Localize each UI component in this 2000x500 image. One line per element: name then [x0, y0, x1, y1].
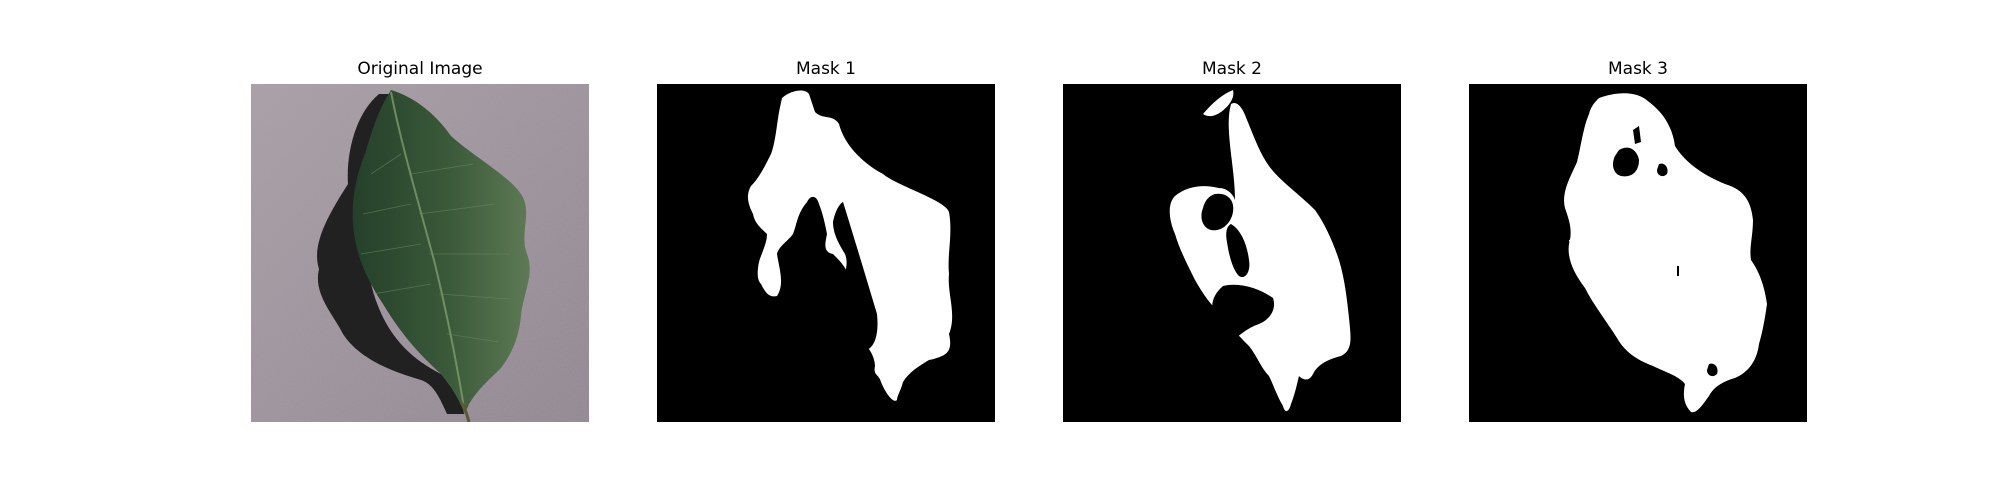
- leaf-midrib: [390, 91, 466, 415]
- mask-2-hole-middle: [1226, 224, 1250, 278]
- leaf-stem: [459, 401, 471, 422]
- original-image: [251, 84, 589, 422]
- original-image-title: Original Image: [357, 59, 483, 79]
- mask-3-panel: Mask 3: [1469, 58, 1807, 422]
- mask-3-fragment-left: [1569, 238, 1579, 252]
- leaf: [352, 90, 530, 414]
- mask-3-foreground: [1564, 93, 1767, 413]
- mask-1-hole: [833, 202, 878, 350]
- mask-1-title: Mask 1: [795, 59, 856, 79]
- mask-1-image: [657, 84, 995, 422]
- original-image-panel: Original Image: [251, 58, 589, 422]
- leaf-shadow: [317, 94, 465, 414]
- mask-3-title: Mask 3: [1607, 59, 1668, 79]
- mask-3-speck: [1677, 266, 1679, 276]
- mask-3-hole-right: [1657, 163, 1668, 177]
- mask-3-image: [1469, 84, 1807, 422]
- mask-3-hole-notch: [1633, 126, 1641, 144]
- leaf-veins: [360, 153, 510, 343]
- mask-3-hole-bottom: [1707, 363, 1718, 377]
- mask-2-hole-upper: [1201, 193, 1234, 231]
- mask-2-foreground: [1169, 102, 1351, 412]
- mask-2-hole-lower: [1212, 284, 1275, 340]
- mask-3-hole-left: [1613, 147, 1639, 177]
- mask-2-top-fragment: [1203, 90, 1234, 117]
- mask-1-panel: Mask 1: [657, 58, 995, 422]
- mask-2-title: Mask 2: [1201, 59, 1262, 79]
- mask-2-panel: Mask 2: [1063, 58, 1401, 422]
- mask-2-image: [1063, 84, 1401, 422]
